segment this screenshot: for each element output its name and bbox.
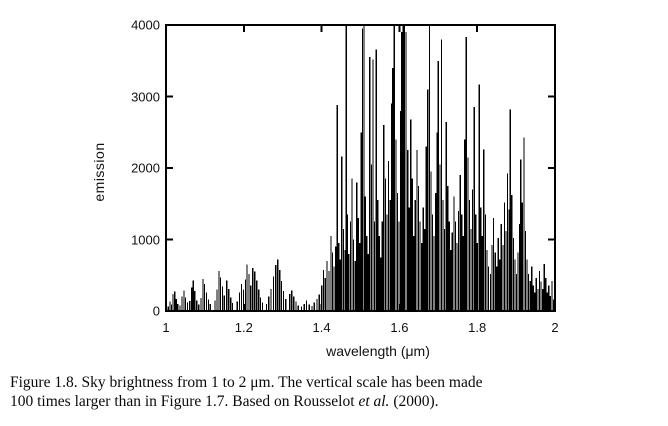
caption-line2-pre: 100 times larger than in Figure 1.7. Bas… — [10, 393, 359, 410]
y-axis-title: emission — [91, 142, 107, 202]
y-tick-label: 4000 — [131, 17, 160, 33]
y-tick-label: 2000 — [131, 160, 160, 176]
x-tick-label: 1.2 — [234, 320, 253, 335]
x-tick-label: 1 — [162, 320, 170, 335]
x-tick-label: 1.4 — [312, 320, 331, 335]
y-tick-label: 0 — [152, 303, 160, 319]
caption-line1: Figure 1.8. Sky brightness from 1 to 2 μ… — [10, 374, 483, 391]
caption-et-al: et al. — [358, 393, 390, 410]
caption-line2-post: (2000). — [389, 393, 439, 410]
x-tick-label: 1.6 — [390, 320, 409, 335]
y-tick-label: 3000 — [131, 89, 160, 104]
y-tick-label: 1000 — [131, 232, 160, 247]
x-axis-title: wavelength (μm) — [326, 343, 430, 359]
figure-caption: Figure 1.8. Sky brightness from 1 to 2 μ… — [10, 373, 662, 411]
x-tick-label: 1.8 — [468, 320, 487, 335]
x-tick-label: 2 — [551, 320, 559, 335]
